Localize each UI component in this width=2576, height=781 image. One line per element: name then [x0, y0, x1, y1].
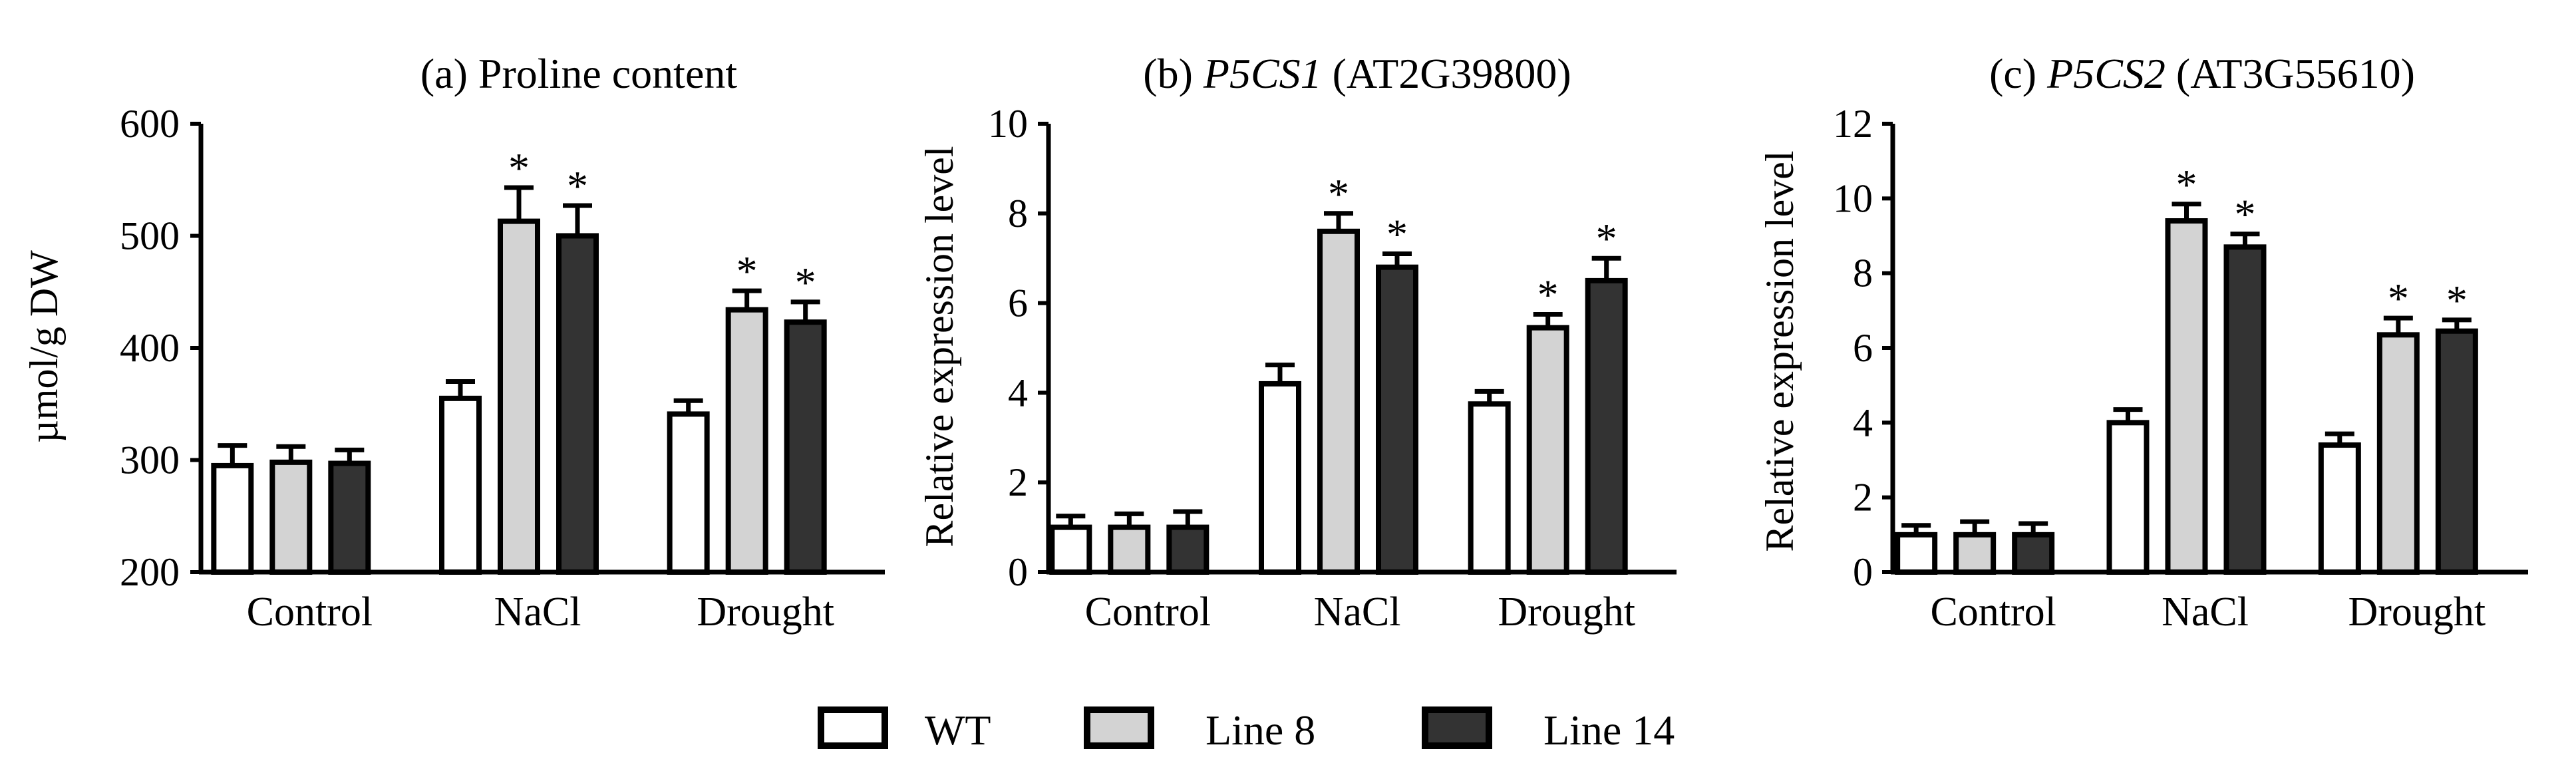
y-tick-label: 400 [120, 326, 180, 370]
bar [2106, 420, 2150, 575]
significance-asterisk: * [508, 144, 530, 192]
significance-asterisk: * [736, 247, 758, 295]
significance-asterisk: * [2176, 161, 2197, 208]
bar [1259, 381, 1301, 575]
bar [328, 460, 371, 575]
x-tick-label: Drought [697, 589, 834, 635]
legend-label-line14: Line 14 [1543, 706, 1675, 754]
bar [725, 307, 768, 575]
panel-p5cs2: (c) P5CS2 (AT3G55610) Relative expressio… [1758, 50, 2528, 635]
legend-swatch-wt [818, 706, 888, 749]
bar [269, 459, 313, 575]
x-tick-label: Control [247, 589, 373, 635]
y-tick-label: 300 [120, 438, 180, 482]
y-tick-label: 4 [1008, 371, 1028, 414]
bar [1049, 524, 1092, 575]
x-tick-label: NaCl [2162, 589, 2249, 635]
y-axis-label: Relative expression level [1758, 150, 1802, 551]
bar [1953, 532, 1997, 575]
y-tick-label: 500 [120, 214, 180, 258]
bar [498, 218, 540, 575]
bar [1585, 277, 1628, 575]
significance-asterisk: * [1537, 271, 1559, 318]
y-tick-label: 6 [1008, 281, 1028, 325]
y-tick-label: 8 [1008, 192, 1028, 235]
panel-title: (b) P5CS1 (AT2G39800) [1143, 50, 1571, 97]
significance-asterisk: * [1386, 210, 1408, 257]
legend-swatch-line8 [1084, 706, 1154, 749]
bar [2435, 328, 2478, 575]
panel-p5cs1: (b) P5CS1 (AT2G39800) Relative expressio… [917, 50, 1677, 635]
bar [2318, 442, 2361, 575]
significance-asterisk: * [2235, 191, 2256, 238]
y-axis-label: µmol/g DW [22, 250, 66, 443]
x-tick-label: Drought [2348, 589, 2486, 635]
significance-asterisk: * [2446, 277, 2468, 324]
significance-asterisk: * [2388, 275, 2409, 322]
y-tick-label: 0 [1853, 550, 1873, 594]
x-tick-label: Drought [1498, 589, 1635, 635]
panel-title: (c) P5CS2 (AT3G55610) [1989, 50, 2415, 97]
y-tick-label: 12 [1833, 102, 1873, 146]
bar [1376, 264, 1418, 575]
y-tick-label: 0 [1008, 550, 1028, 594]
y-tick-label: 2 [1008, 460, 1028, 504]
bar [667, 411, 710, 575]
significance-asterisk: * [795, 259, 816, 306]
bar [1468, 401, 1511, 575]
x-tick-label: Control [1930, 589, 2056, 635]
bar [1166, 524, 1209, 575]
bar [211, 462, 254, 575]
bar [2376, 332, 2420, 575]
x-tick-label: NaCl [494, 589, 581, 635]
legend: WT Line 8 Line 14 [818, 706, 1675, 754]
significance-asterisk: * [567, 162, 588, 210]
y-tick-label: 6 [1853, 326, 1873, 370]
bar [2165, 218, 2208, 575]
y-tick-label: 2 [1853, 476, 1873, 520]
bar [439, 395, 482, 575]
bar [784, 319, 827, 575]
bar [2223, 244, 2267, 575]
bar [1108, 524, 1151, 575]
bar [2012, 532, 2055, 575]
y-tick-label: 10 [1833, 176, 1873, 220]
y-tick-label: 10 [988, 102, 1028, 146]
significance-asterisk: * [1328, 170, 1349, 218]
y-tick-label: 600 [120, 102, 180, 146]
bar [556, 233, 599, 575]
bar [1526, 325, 1569, 575]
bar [1317, 228, 1360, 575]
legend-swatch-line14 [1422, 706, 1492, 749]
bar [1895, 532, 1938, 575]
y-tick-label: 200 [120, 550, 180, 594]
significance-asterisk: * [1596, 215, 1617, 262]
panel-title: (a) Proline content [420, 50, 738, 97]
x-tick-label: NaCl [1314, 589, 1401, 635]
y-tick-label: 4 [1853, 400, 1873, 444]
panel-proline: (a) Proline content µmol/g DW 200 300 400 5… [22, 50, 885, 635]
legend-label-line8: Line 8 [1206, 706, 1315, 754]
legend-label-wt: WT [925, 706, 991, 754]
x-tick-label: Control [1085, 589, 1211, 635]
y-tick-label: 8 [1853, 251, 1873, 295]
y-axis-label: Relative expression level [917, 146, 961, 547]
